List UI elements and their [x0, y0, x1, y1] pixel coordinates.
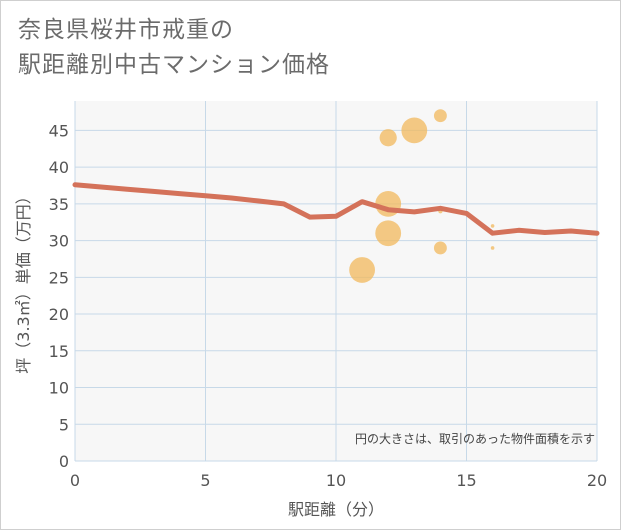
bubble-point: [490, 246, 495, 250]
y-axis-label: 坪（3.3㎡）単価（万円）: [14, 188, 33, 373]
y-tick-label: 35: [49, 195, 69, 214]
average-price-line: [72, 182, 600, 236]
x-tick-label: 20: [587, 471, 607, 490]
y-tick-label: 40: [49, 158, 69, 177]
bubble-point: [375, 220, 402, 247]
title-line-2: 駅距離別中古マンション価格: [18, 52, 330, 78]
y-tick-label: 0: [59, 452, 69, 471]
y-tick-label: 5: [59, 415, 69, 434]
bubble-point: [490, 224, 495, 228]
y-tick-label: 45: [49, 121, 69, 140]
y-tick-label: 30: [49, 232, 69, 251]
bubble-point: [433, 241, 447, 255]
size-note: 円の大きさは、取引のあった物件面積を示す: [355, 431, 595, 446]
bubble-point: [401, 117, 428, 144]
x-tick-label: 15: [456, 471, 476, 490]
x-axis-label: 駅距離（分）: [288, 500, 384, 519]
y-tick-label: 10: [49, 379, 69, 398]
x-tick-label: 0: [70, 471, 80, 490]
grid-lines: [74, 101, 598, 462]
bubble-point: [349, 257, 375, 283]
title-line-1: 奈良県桜井市戒重の: [18, 17, 234, 43]
y-tick-label: 20: [49, 305, 69, 324]
y-tick-label: 25: [49, 268, 69, 287]
y-tick-label: 15: [49, 342, 69, 361]
y-tick-labels: 0 5 10 15 20 25 30 35 40 45: [49, 121, 69, 471]
x-tick-labels: 0 5 10 15 20: [70, 471, 607, 490]
x-tick-label: 5: [200, 471, 210, 490]
bubble-point: [379, 129, 397, 147]
chart-title: 奈良県桜井市戒重の 駅距離別中古マンション価格: [18, 13, 330, 83]
x-tick-label: 10: [326, 471, 346, 490]
bubble-point: [433, 109, 447, 123]
